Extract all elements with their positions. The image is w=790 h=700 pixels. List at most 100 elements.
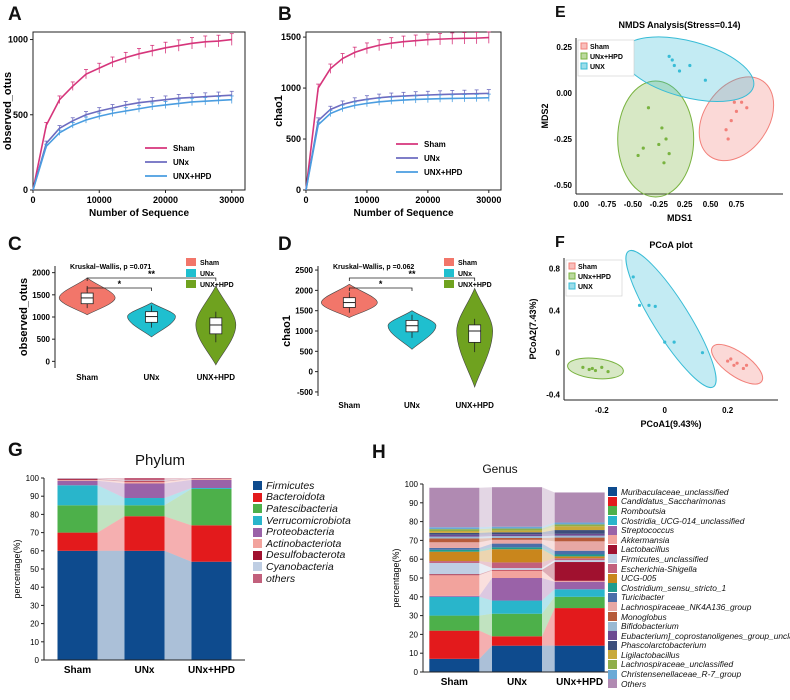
legend-item: Clostridia_UCG-014_unclassified bbox=[608, 516, 790, 526]
legend-swatch bbox=[444, 269, 454, 277]
point-unx-hpd bbox=[636, 153, 640, 158]
point-sham bbox=[741, 366, 745, 371]
kruskal-wallis-annotation: Kruskal–Wallis, p =0.062 bbox=[333, 264, 414, 271]
y-tick-label: 1000 bbox=[32, 313, 50, 322]
violin-chart-chao1: -500 0 500 1000 1500 2000 2500 Sham UNx UNX+HPD ch… bbox=[281, 258, 494, 408]
point-unx-hpd bbox=[587, 367, 591, 372]
legend-swatch bbox=[186, 258, 196, 266]
x-tick-label: -0.2 bbox=[595, 406, 609, 415]
y-axis-label: percentage(%) bbox=[12, 539, 22, 598]
legend-label: UNx+HPD bbox=[590, 54, 623, 61]
legend-label: Candidatus_Saccharimonas bbox=[621, 496, 726, 507]
y-tick-label: 100 bbox=[405, 480, 419, 489]
x-tick-label: Sham bbox=[76, 373, 98, 382]
y-tick-label: 1000 bbox=[281, 83, 301, 93]
bar-segment bbox=[492, 532, 542, 535]
legend-label: Actinobacteriota bbox=[266, 537, 342, 550]
x-tick-label: -0.25 bbox=[650, 200, 669, 209]
flow-band bbox=[479, 570, 492, 596]
phylum-stacked-bar-chart: Sham UNx UNx+HPD 0 10 20 30 40 50 60 70 80 90 100 perc… bbox=[12, 474, 245, 676]
flow-band bbox=[479, 532, 492, 535]
legend-label: Streptococcus bbox=[621, 525, 675, 536]
legend-label: Eubacterium]_coprostanoligenes_group_unc… bbox=[621, 630, 790, 641]
ellipse-unx-hpd bbox=[617, 80, 695, 198]
legend-swatch bbox=[253, 492, 262, 502]
x-tick-label: 0 bbox=[662, 406, 667, 415]
legend-label: Lachnospiraceae_NK4A136_group bbox=[621, 601, 752, 612]
flow-band bbox=[542, 560, 555, 570]
y-axis-label: PCoA2(7.43%) bbox=[528, 298, 538, 359]
legend-label: Bifidobacterium bbox=[621, 621, 679, 632]
plot-frame bbox=[305, 31, 502, 191]
phylum-legend: Firmicutes Bacteroidota Patescibacteria Ver… bbox=[253, 479, 351, 585]
legend-swatch bbox=[253, 562, 262, 572]
y-tick-label: 30 bbox=[409, 612, 418, 621]
point-unx bbox=[703, 78, 707, 82]
legend-swatch bbox=[253, 550, 262, 560]
x-tick-label: 0 bbox=[303, 195, 308, 205]
point-unx-hpd bbox=[660, 126, 664, 130]
y-tick-label: -0.4 bbox=[546, 391, 560, 400]
legend-label: UNX+HPD bbox=[424, 168, 463, 177]
x-tick-label: 30000 bbox=[219, 195, 244, 205]
y-tick-label: 2000 bbox=[32, 269, 50, 278]
point-sham bbox=[745, 106, 749, 110]
y-tick-label: -500 bbox=[297, 388, 314, 397]
y-tick-label: 0 bbox=[309, 368, 314, 377]
panel-label-e: E bbox=[555, 4, 566, 21]
legend-item: Phascolarctobacterium bbox=[608, 640, 790, 650]
bar-segment bbox=[492, 569, 542, 571]
flow-band bbox=[479, 596, 492, 616]
point-sham bbox=[726, 359, 730, 363]
flow-band bbox=[542, 570, 555, 582]
y-axis-label: MDS2 bbox=[540, 103, 550, 128]
legend-label: Muribaculaceae_unclassified bbox=[621, 486, 729, 497]
legend-label: Firmicutes bbox=[266, 479, 315, 492]
flow-band bbox=[97, 550, 125, 660]
point-unx bbox=[631, 275, 635, 279]
bar-segment bbox=[554, 524, 605, 527]
y-tick-label: 90 bbox=[30, 492, 39, 501]
legend-swatch bbox=[608, 496, 617, 506]
legend-item: Romboutsia bbox=[608, 506, 790, 516]
legend-swatch bbox=[608, 516, 617, 526]
bar-segment bbox=[554, 550, 605, 555]
y-tick-label: 0 bbox=[23, 185, 28, 195]
legend-label: Sham bbox=[200, 260, 219, 267]
bar-segment bbox=[429, 527, 480, 530]
legend-label: UNx+HPD bbox=[578, 274, 611, 281]
legend-swatch bbox=[186, 280, 196, 288]
bar-segment bbox=[124, 483, 165, 499]
legend-swatch bbox=[608, 573, 617, 583]
bar-segment bbox=[554, 537, 605, 542]
series-line-unx+hpd bbox=[305, 96, 489, 191]
point-unx bbox=[637, 303, 642, 307]
point-sham bbox=[729, 118, 733, 123]
bar-segment bbox=[492, 547, 542, 550]
flow-band bbox=[542, 535, 555, 538]
x-tick-label: UNx bbox=[404, 401, 421, 408]
y-tick-label: -0.50 bbox=[554, 181, 573, 190]
bar-segment bbox=[429, 531, 480, 533]
legend-label: Cyanobacteria bbox=[266, 560, 334, 573]
flow-band bbox=[542, 524, 555, 531]
sig-mark: ** bbox=[148, 269, 156, 279]
bar-segment bbox=[124, 481, 165, 484]
y-tick-label: 40 bbox=[409, 593, 418, 602]
bar-segment bbox=[554, 581, 605, 590]
flow-band bbox=[542, 589, 555, 614]
legend-item: Patescibacteria bbox=[253, 503, 351, 515]
legend-swatch bbox=[608, 621, 617, 631]
legend-label: Firmicutes_unclassified bbox=[621, 553, 709, 564]
flow-band bbox=[542, 608, 555, 646]
violin-chart-observed-otus: 0 500 1000 1500 2000 Sham UNx UNX+HPD observed_o… bbox=[18, 258, 237, 382]
flow-band bbox=[542, 645, 555, 672]
legend-label: Proteobacteria bbox=[266, 526, 335, 539]
x-tick-label: 10000 bbox=[87, 195, 112, 205]
legend-swatch bbox=[580, 42, 588, 50]
point-unx bbox=[647, 303, 651, 307]
legend-swatch bbox=[444, 280, 454, 288]
bar-segment bbox=[124, 480, 165, 482]
bar-segment bbox=[191, 488, 232, 489]
point-sham bbox=[732, 100, 736, 104]
